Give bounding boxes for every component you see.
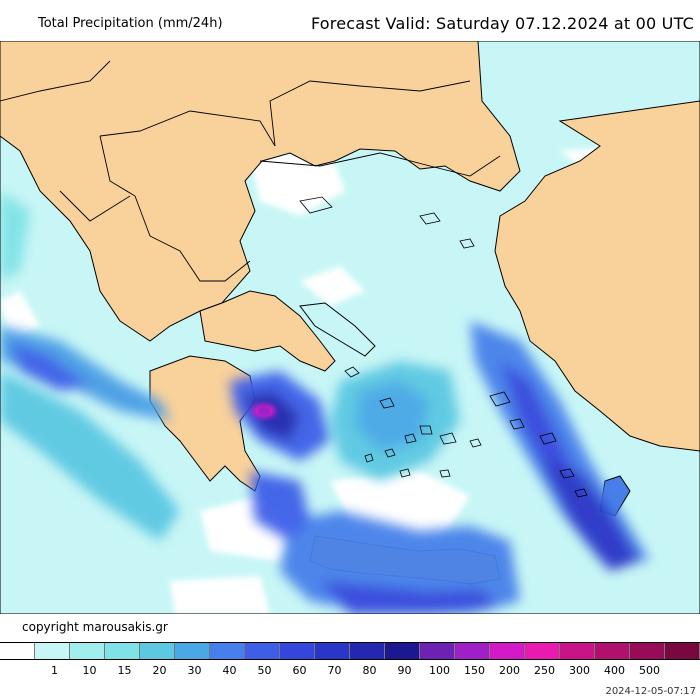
- legend-swatch: [70, 643, 105, 659]
- legend-tick-label: 150: [464, 664, 485, 677]
- legend-swatch: [105, 643, 140, 659]
- color-legend: [0, 642, 700, 660]
- legend-tick-label: 1: [51, 664, 58, 677]
- legend-tick-label: 300: [569, 664, 590, 677]
- legend-swatch: [490, 643, 525, 659]
- precipitation-field: [0, 191, 650, 614]
- legend-swatch: [420, 643, 455, 659]
- run-timestamp: 2024-12-05-07:17: [605, 686, 696, 697]
- evia-land: [299, 302, 376, 357]
- legend-swatch: [595, 643, 630, 659]
- legend-tick-label: 20: [152, 664, 167, 677]
- legend-tick-label: 10: [82, 664, 97, 677]
- precipitation-map: [0, 41, 700, 614]
- legend-tick-label: 15: [117, 664, 132, 677]
- legend-swatch: [280, 643, 315, 659]
- legend-swatch: [665, 643, 700, 659]
- legend-tick-label: 200: [499, 664, 520, 677]
- legend-swatch: [350, 643, 385, 659]
- legend-tick-label: 400: [604, 664, 625, 677]
- legend-swatch: [630, 643, 665, 659]
- legend-tick-label: 60: [292, 664, 307, 677]
- balkans-land: [0, 41, 521, 342]
- legend-tick-label: 80: [362, 664, 377, 677]
- islands: [299, 196, 588, 498]
- legend-tick-label: 70: [327, 664, 342, 677]
- legend-swatch: [315, 643, 350, 659]
- forecast-valid-time: Saturday 07.12.2024 at 00 UTC: [435, 14, 694, 33]
- legend-tick-label: 40: [222, 664, 237, 677]
- central-greece-land: [199, 290, 336, 372]
- legend-swatch: [385, 643, 420, 659]
- legend-swatch: [245, 643, 280, 659]
- legend-swatch: [175, 643, 210, 659]
- anatolia-land: [494, 100, 700, 452]
- legend-swatch: [455, 643, 490, 659]
- legend-ticks: 1 10 15 20 30 40 50 60 70 80 90 100 150 200 250 300 400 5…: [0, 664, 700, 678]
- country-borders: [0, 60, 501, 282]
- legend-swatch: [35, 643, 70, 659]
- legend-tick-label: 250: [534, 664, 555, 677]
- legend-swatch: [210, 643, 245, 659]
- map-title: Total Precipitation (mm/24h): [38, 16, 223, 31]
- forecast-valid-label: Forecast Valid:: [310, 14, 431, 33]
- copyright-text: copyright marousakis.gr: [22, 620, 168, 634]
- legend-swatch: [140, 643, 175, 659]
- legend-tick-label: 90: [397, 664, 412, 677]
- legend-tick-label: 500: [639, 664, 660, 677]
- legend-tick-label: 100: [429, 664, 450, 677]
- legend-tick-label: 50: [257, 664, 272, 677]
- legend-swatch: [525, 643, 560, 659]
- legend-swatch: [0, 643, 35, 659]
- legend-swatch: [560, 643, 595, 659]
- legend-tick-label: 30: [187, 664, 202, 677]
- forecast-valid: Forecast Valid: Saturday 07.12.2024 at 0…: [311, 14, 694, 33]
